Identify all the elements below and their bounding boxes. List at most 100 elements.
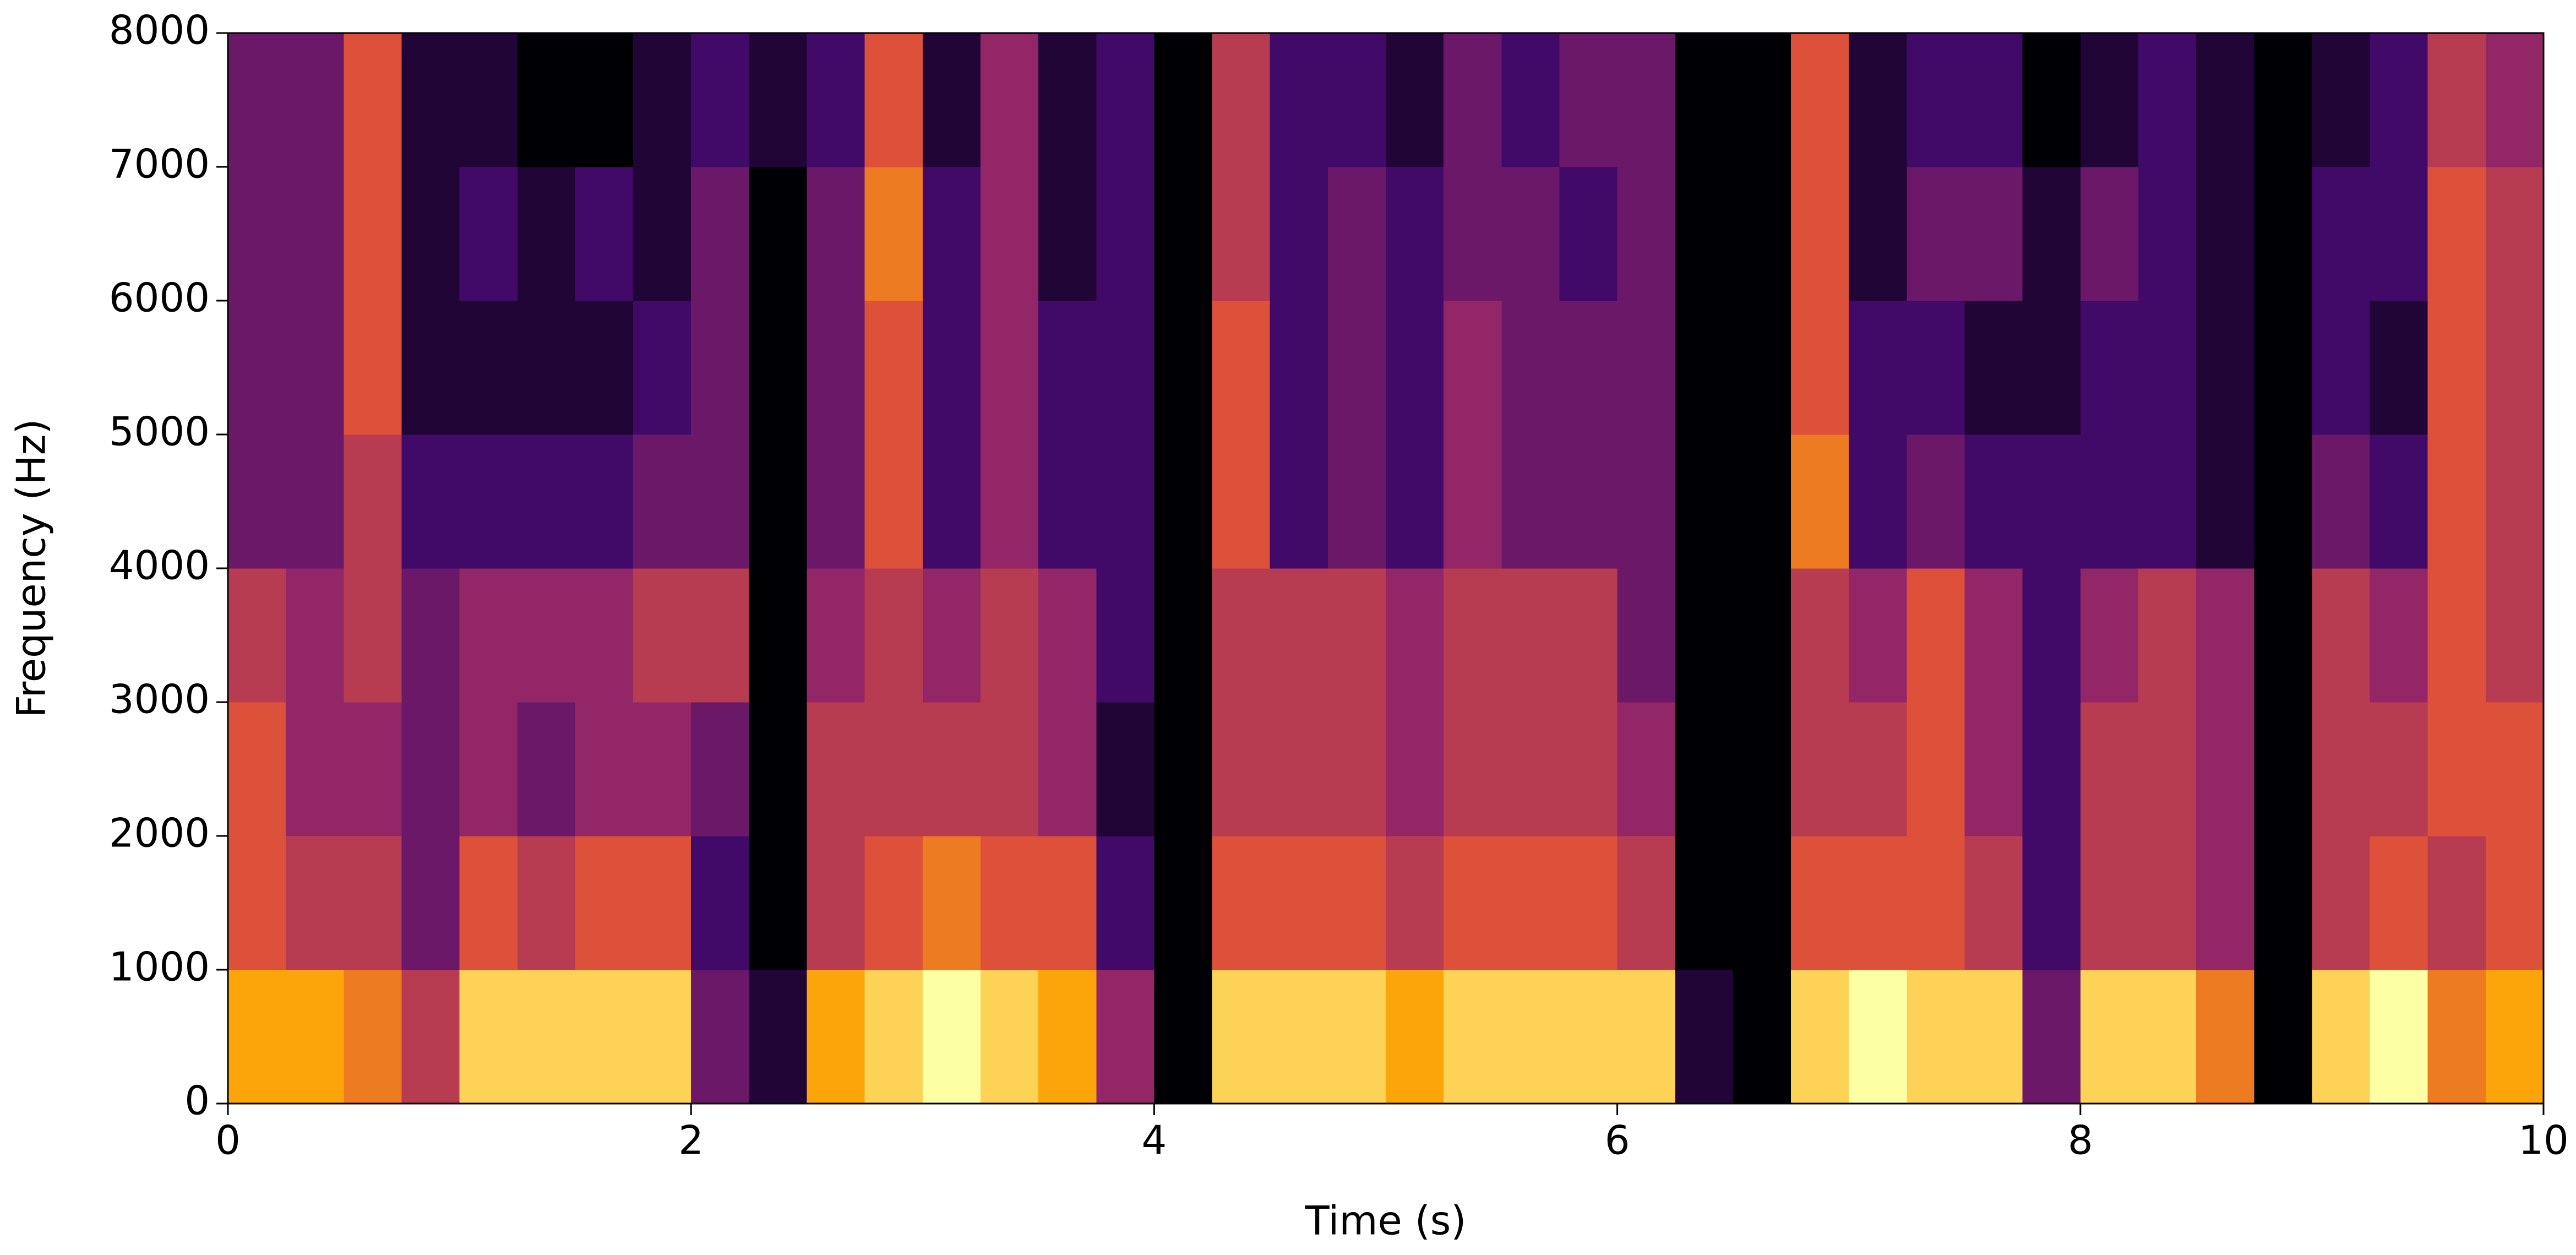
spectrogram-cell [864,702,923,836]
spectrogram-cell [1444,434,1502,569]
spectrogram-cell [633,167,691,301]
spectrogram-cell [1617,167,1676,301]
spectrogram-cell [1617,970,1676,1104]
spectrogram-cell [1964,836,2023,970]
spectrogram-cell [228,434,286,569]
spectrogram-cell [922,568,981,703]
spectrogram-cell [517,836,576,970]
spectrogram-cell [1096,568,1154,703]
spectrogram-cell [691,33,749,167]
spectrogram-cell [2138,33,2197,167]
spectrogram-cell [286,167,344,301]
spectrogram-cell [401,33,460,167]
spectrogram-cell [1038,434,1097,569]
spectrogram-cell [1212,434,1271,569]
spectrogram-cell [286,33,344,167]
spectrogram-cell [401,167,460,301]
spectrogram-cell [459,167,518,301]
spectrogram-cell [2312,301,2371,435]
spectrogram-cell [2138,836,2197,970]
y-tick-label: 1000 [109,944,210,990]
spectrogram-cell [1386,434,1444,569]
spectrogram-cell [1907,33,1965,167]
spectrogram-cell [2254,836,2312,970]
spectrogram-cell [228,702,286,836]
x-tick-label: 0 [215,1117,241,1164]
spectrogram-cell [2485,970,2544,1104]
spectrogram-cell [1501,568,1560,703]
spectrogram-cell [575,33,634,167]
spectrogram-cell [749,301,807,435]
spectrogram-cell [1501,970,1560,1104]
spectrogram-cell [2254,970,2312,1104]
spectrogram-cell [749,434,807,569]
spectrogram-cell [1386,568,1444,703]
spectrogram-cell [2196,301,2254,435]
spectrogram-cell [2254,301,2312,435]
x-tick-label: 10 [2518,1117,2569,1164]
spectrogram-cell [1791,33,1849,167]
spectrogram-cell [1212,702,1271,836]
spectrogram-cell [2312,836,2371,970]
spectrogram-cell [1038,836,1097,970]
y-tick-label: 2000 [109,810,210,856]
spectrogram-cell [1212,33,1271,167]
spectrogram-cell [864,836,923,970]
spectrogram-cell [1964,301,2023,435]
spectrogram-cell [2485,167,2544,301]
spectrogram-cell [633,33,691,167]
spectrogram-cell [1849,33,1907,167]
spectrogram-cell [1327,970,1386,1104]
spectrogram-cell [691,167,749,301]
spectrogram-cell [2254,568,2312,703]
spectrogram-cell [1733,702,1791,836]
spectrogram-cell [1907,568,1965,703]
spectrogram-cell [2080,434,2139,569]
spectrogram-cell [1675,167,1734,301]
spectrogram-cell [2427,836,2486,970]
spectrogram-cell [575,301,634,435]
spectrogram-cell [1559,970,1618,1104]
spectrogram-cell [1791,301,1849,435]
spectrogram-cell [228,836,286,970]
spectrogram-cell [2485,836,2544,970]
spectrogram-cell [2370,434,2428,569]
spectrogram-cell [1964,970,2023,1104]
spectrogram-cell [2196,836,2254,970]
spectrogram-cell [1559,836,1618,970]
spectrogram-cell [2080,33,2139,167]
spectrogram-cell [749,970,807,1104]
spectrogram-cell [1096,970,1154,1104]
spectrogram-cell [344,434,402,569]
spectrogram-cell [2022,434,2081,569]
spectrogram-cell [1386,836,1444,970]
spectrogram-cell [1444,970,1502,1104]
spectrogram-cell [1964,33,2023,167]
spectrogram-cell [517,970,576,1104]
spectrogram-cell [2370,167,2428,301]
spectrogram-cell [2312,33,2371,167]
spectrogram-cell [2312,702,2371,836]
spectrogram-cell [691,836,749,970]
spectrogram-cell [286,301,344,435]
spectrogram-cell [2138,434,2197,569]
spectrogram-cell [1096,434,1154,569]
spectrogram-cell [2485,33,2544,167]
spectrogram-cell [517,33,576,167]
spectrogram-cell [459,301,518,435]
spectrogram-cell [2196,167,2254,301]
spectrogram-cell [691,434,749,569]
spectrogram-cell [1038,167,1097,301]
spectrogram-cell [1559,568,1618,703]
spectrogram-cell [2254,167,2312,301]
spectrogram-cell [691,970,749,1104]
spectrogram-cell [1270,167,1328,301]
x-tick-label: 2 [678,1117,704,1164]
x-axis-label: Time (s) [1305,1198,1467,1244]
spectrogram-cell [1617,33,1676,167]
spectrogram-cell [1270,33,1328,167]
spectrogram-cell [2485,568,2544,703]
spectrogram-cell [1617,836,1676,970]
spectrogram-cell [1154,836,1213,970]
spectrogram-cell [2138,301,2197,435]
